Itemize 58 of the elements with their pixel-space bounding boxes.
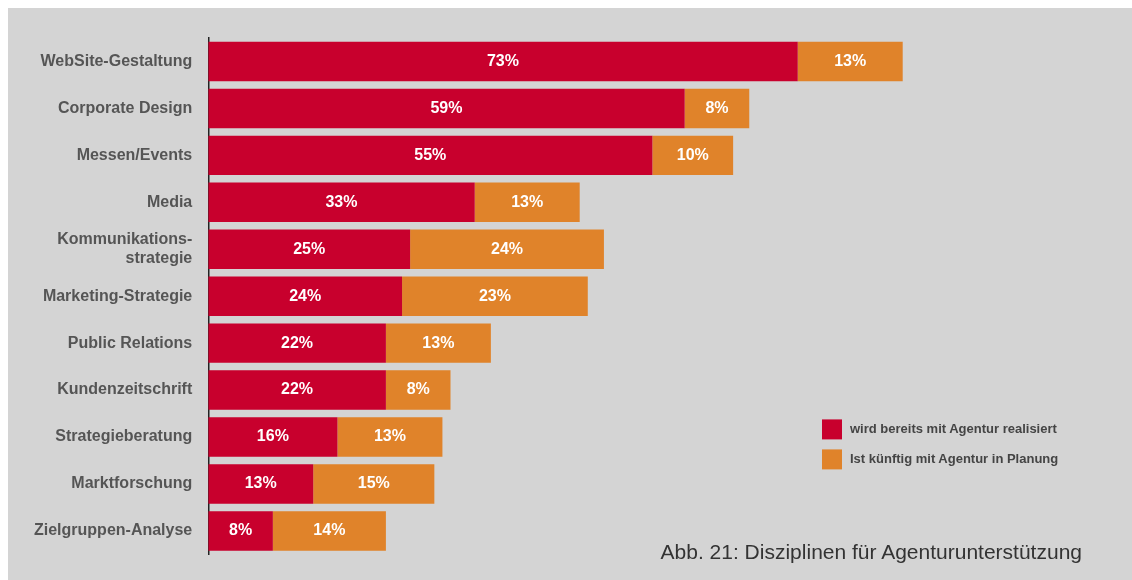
data-label: 23%	[478, 286, 511, 304]
y-tick-label: Public Relations	[67, 333, 193, 351]
data-label: 13%	[244, 474, 277, 492]
legend-label: Ist künftig mit Agentur in Planung	[850, 450, 1059, 466]
data-label: 14%	[313, 521, 346, 539]
y-tick-label: Zielgruppen-Analyse	[34, 521, 193, 539]
bar	[208, 323, 386, 363]
data-label: 16%	[256, 427, 289, 445]
bar	[385, 370, 451, 410]
bar	[208, 182, 475, 223]
data-label: 24%	[289, 286, 322, 304]
bar	[208, 511, 273, 551]
data-label: 8%	[406, 380, 430, 398]
data-label: 22%	[281, 380, 314, 398]
y-tick-label: Kommunikations-strategie	[57, 230, 193, 267]
bar	[313, 464, 435, 504]
bar	[385, 323, 491, 363]
data-label: 10%	[676, 145, 709, 163]
bar	[208, 464, 314, 504]
bar	[208, 88, 685, 129]
y-tick-label: Marketing-Strategie	[42, 286, 193, 304]
bar	[684, 88, 750, 129]
bar	[652, 135, 734, 176]
bar	[337, 417, 443, 457]
data-label: 8%	[705, 98, 729, 116]
data-label: 13%	[834, 51, 867, 69]
data-label: 25%	[293, 239, 326, 257]
bar	[410, 229, 604, 269]
y-tick-label: Strategieberatung	[55, 427, 193, 445]
y-tick-label: WebSite-Gestaltung	[40, 51, 193, 69]
annotation: Abb. 21: Disziplinen für Agenturunterstützung	[660, 540, 1082, 564]
bar	[208, 41, 798, 82]
data-label: 24%	[491, 239, 524, 257]
data-label: 59%	[430, 98, 463, 116]
data-label: 13%	[422, 333, 455, 351]
y-tick-label: Marktforschung	[71, 474, 193, 492]
bar	[402, 276, 588, 316]
bar	[208, 370, 386, 410]
data-label: 13%	[373, 427, 406, 445]
y-tick-label: Messen/Events	[76, 145, 193, 163]
data-label: 73%	[486, 51, 519, 69]
data-label: 55%	[414, 145, 447, 163]
bar	[208, 417, 338, 457]
data-label: 33%	[325, 192, 358, 210]
bar	[208, 135, 653, 176]
y-tick-label: Media	[146, 192, 193, 210]
data-label: 15%	[357, 474, 390, 492]
bar	[474, 182, 580, 223]
legend-label: wird bereits mit Agentur realisiert	[849, 420, 1058, 436]
data-label: 8%	[228, 521, 253, 539]
bar	[208, 276, 403, 316]
y-tick-label: Corporate Design	[58, 98, 193, 116]
data-label: 22%	[281, 333, 314, 351]
y-tick-label: Kundenzeitschrift	[57, 380, 193, 398]
data-label: 13%	[511, 192, 544, 210]
bar	[797, 41, 903, 82]
bar	[208, 229, 411, 269]
bar	[272, 511, 386, 551]
